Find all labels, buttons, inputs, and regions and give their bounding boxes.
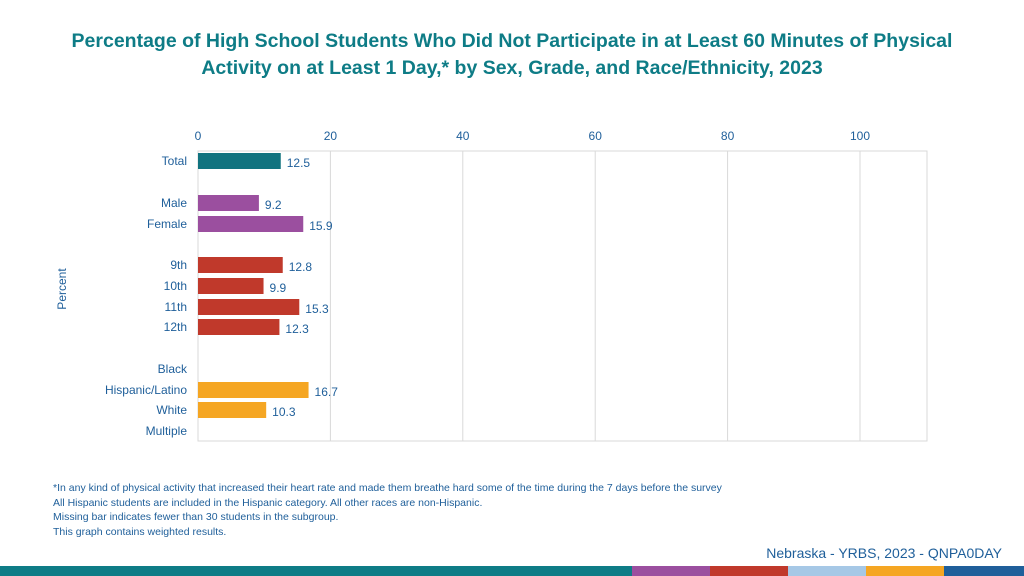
stripe-segment [710,566,788,576]
category-label: Male [161,196,187,210]
category-label: 12th [164,320,187,334]
category-label: Total [162,154,187,168]
data-label: 12.5 [287,156,311,170]
x-tick-label: 100 [850,129,870,143]
category-label: 11th [165,300,187,314]
chart-title: Percentage of High School Students Who D… [71,30,953,79]
x-tick-label: 60 [589,129,603,143]
footnote-3: Missing bar indicates fewer than 30 stud… [53,511,339,523]
bar [198,257,283,273]
footnotes: *In any kind of physical activity that i… [53,481,722,539]
stripe-segment [944,566,1024,576]
category-label: Black [158,362,188,376]
category-label: Multiple [146,424,188,438]
stripe-segment [788,566,866,576]
bar [198,153,281,169]
bar-chart: 0 20 40 60 80 100 Total 12.5 Male 9.2 Female 15.9 9t… [55,129,928,442]
data-label: 15.9 [309,219,333,233]
source-label: Nebraska - YRBS, 2023 - QNPA0DAY [766,545,1002,561]
x-tick-label: 40 [456,129,470,143]
category-label: Hispanic/Latino [105,383,187,397]
data-label: 10.3 [272,405,296,419]
data-label: 9.2 [265,198,282,212]
bar [198,382,309,398]
bar [198,299,300,315]
stripe-segment [0,566,632,576]
bar [198,402,267,418]
footnote-2: All Hispanic students are included in th… [53,496,483,509]
x-tick-label: 80 [721,129,735,143]
x-tick-label: 20 [324,129,338,143]
color-stripe [0,566,1024,576]
category-label: Female [147,217,187,231]
bar [198,216,304,232]
data-label: 12.3 [285,322,309,336]
category-label: White [156,403,187,417]
data-label: 15.3 [305,302,329,316]
footnote-4: This graph contains weighted results. [53,525,227,538]
plot-frame [197,150,928,442]
category-label: 9th [170,258,187,272]
y-axis-label: Percent [55,268,69,310]
data-label: 12.8 [289,260,313,274]
bar [198,195,259,211]
stripe-segment [866,566,944,576]
bar [198,278,264,294]
category-label: 10th [164,279,187,293]
data-label: 16.7 [315,385,339,399]
stripe-segment [632,566,710,576]
x-tick-label: 0 [195,129,202,143]
bar [198,319,280,335]
footnote-1: *In any kind of physical activity that i… [53,482,722,494]
data-label: 9.9 [270,281,287,295]
